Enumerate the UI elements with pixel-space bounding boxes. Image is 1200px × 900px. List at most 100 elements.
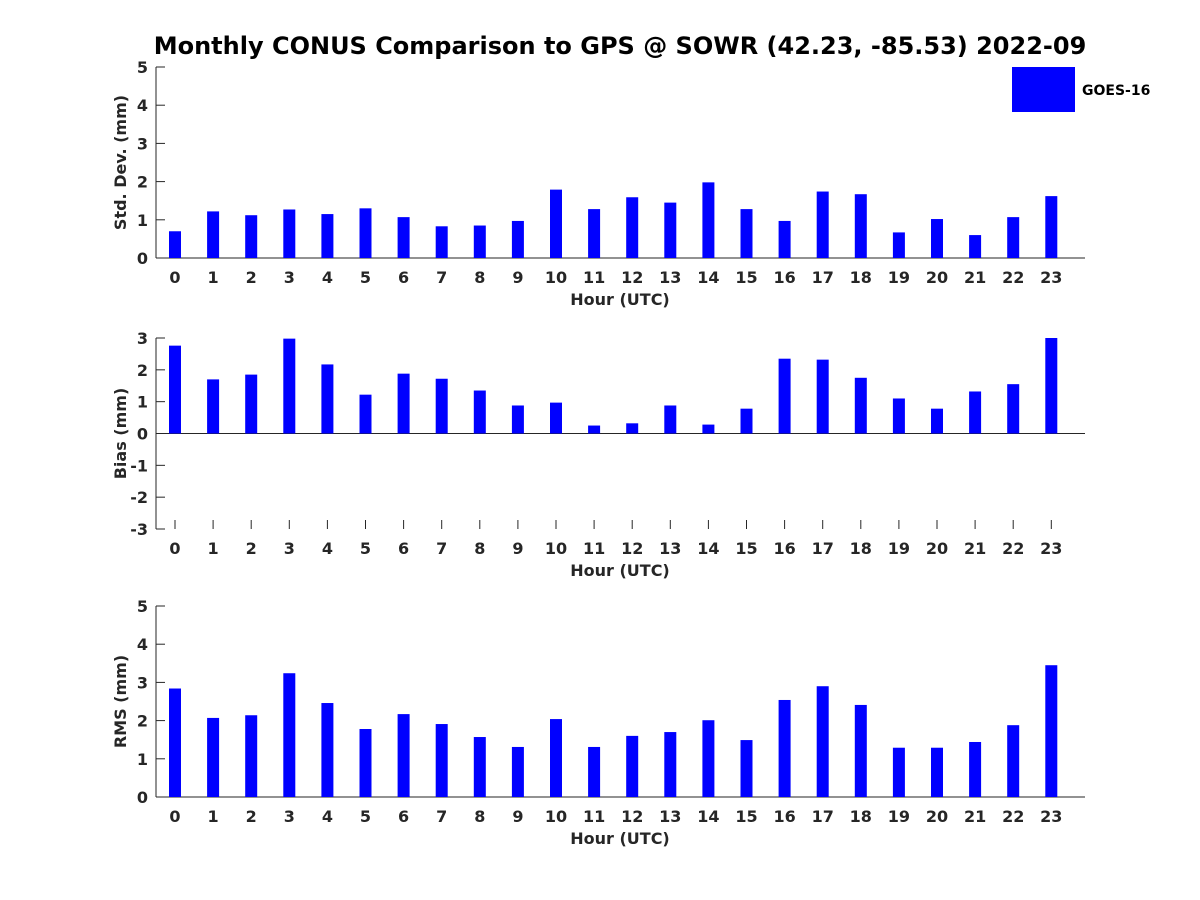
- bar-21: [969, 235, 982, 258]
- bar-23: [1045, 665, 1058, 797]
- bar-3: [283, 338, 296, 434]
- bar-0: [169, 345, 181, 434]
- x-tick-label: 18: [850, 807, 872, 826]
- bar-12: [626, 197, 639, 258]
- x-tick-label: 5: [360, 268, 371, 287]
- bar-0: [169, 231, 181, 258]
- x-tick-label: 8: [474, 539, 485, 558]
- bar-3: [283, 209, 296, 258]
- x-tick-label: 14: [697, 539, 719, 558]
- x-tick-label: 22: [1002, 807, 1024, 826]
- bar-16: [778, 220, 791, 258]
- bar-7: [435, 378, 448, 434]
- x-axis-label: Hour (UTC): [570, 561, 670, 580]
- bar-21: [969, 391, 982, 434]
- bar-2: [245, 374, 258, 434]
- chart-title: Monthly CONUS Comparison to GPS @ SOWR (…: [154, 32, 1087, 60]
- x-tick-label: 17: [812, 268, 834, 287]
- x-tick-label: 15: [735, 539, 757, 558]
- bar-9: [511, 220, 524, 258]
- bar-4: [321, 364, 334, 434]
- bar-5: [359, 208, 372, 258]
- y-tick-label: -1: [130, 456, 148, 475]
- x-tick-label: 15: [735, 268, 757, 287]
- x-tick-label: 7: [436, 539, 447, 558]
- x-tick-label: 13: [659, 268, 681, 287]
- x-tick-label: 22: [1002, 539, 1024, 558]
- bar-14: [702, 720, 715, 797]
- x-tick-label: 5: [360, 539, 371, 558]
- x-tick-label: 16: [773, 268, 795, 287]
- x-tick-label: 8: [474, 807, 485, 826]
- x-tick-label: 19: [888, 807, 910, 826]
- y-tick-label: 1: [137, 750, 148, 769]
- x-tick-label: 0: [169, 807, 180, 826]
- legend: GOES-16: [1012, 67, 1150, 112]
- bar-20: [931, 408, 943, 434]
- x-tick-label: 14: [697, 268, 719, 287]
- bar-4: [321, 214, 334, 258]
- bar-23: [1045, 196, 1058, 258]
- y-tick-label: 1: [137, 393, 148, 412]
- bar-5: [359, 394, 372, 434]
- x-tick-label: 16: [773, 807, 795, 826]
- bar-4: [321, 703, 334, 797]
- bar-2: [245, 715, 258, 797]
- bar-11: [588, 425, 601, 434]
- bar-21: [969, 741, 982, 797]
- bar-15: [740, 740, 753, 797]
- bar-10: [550, 719, 562, 797]
- bar-10: [550, 189, 562, 258]
- bar-10: [550, 402, 562, 434]
- bar-13: [664, 202, 677, 258]
- bar-20: [931, 747, 943, 797]
- x-tick-label: 11: [583, 268, 605, 287]
- x-tick-label: 1: [208, 807, 219, 826]
- y-tick-label: 2: [137, 361, 148, 380]
- x-axis-label: Hour (UTC): [570, 829, 670, 848]
- y-tick-label: 0: [137, 425, 148, 444]
- bar-7: [435, 724, 448, 797]
- x-tick-label: 3: [284, 268, 295, 287]
- y-tick-label: 3: [137, 134, 148, 153]
- x-tick-label: 12: [621, 539, 643, 558]
- bar-14: [702, 182, 715, 258]
- x-tick-label: 10: [545, 539, 567, 558]
- bar-8: [473, 737, 486, 797]
- x-tick-label: 3: [284, 807, 295, 826]
- x-tick-label: 19: [888, 539, 910, 558]
- bar-1: [207, 379, 220, 434]
- x-tick-label: 12: [621, 807, 643, 826]
- bar-22: [1007, 384, 1020, 434]
- x-tick-label: 6: [398, 268, 409, 287]
- y-tick-label: 5: [137, 58, 148, 77]
- bar-17: [816, 359, 829, 434]
- x-tick-label: 15: [735, 807, 757, 826]
- y-tick-label: -2: [130, 488, 148, 507]
- x-tick-label: 11: [583, 807, 605, 826]
- x-axis-label: Hour (UTC): [570, 290, 670, 309]
- bar-6: [397, 373, 410, 434]
- x-tick-label: 2: [246, 268, 257, 287]
- y-tick-label: 1: [137, 211, 148, 230]
- bar-16: [778, 358, 791, 434]
- bar-13: [664, 405, 677, 434]
- bar-20: [931, 219, 943, 258]
- x-tick-label: 18: [850, 539, 872, 558]
- x-tick-label: 23: [1040, 539, 1062, 558]
- x-tick-label: 12: [621, 268, 643, 287]
- bar-12: [626, 735, 639, 797]
- x-tick-label: 3: [284, 539, 295, 558]
- bar-11: [588, 209, 601, 258]
- x-tick-label: 17: [812, 807, 834, 826]
- x-tick-label: 21: [964, 539, 986, 558]
- x-tick-label: 16: [773, 539, 795, 558]
- bar-18: [854, 704, 867, 797]
- y-tick-label: 3: [137, 673, 148, 692]
- bar-6: [397, 217, 410, 258]
- bar-17: [816, 686, 829, 797]
- x-tick-label: 19: [888, 268, 910, 287]
